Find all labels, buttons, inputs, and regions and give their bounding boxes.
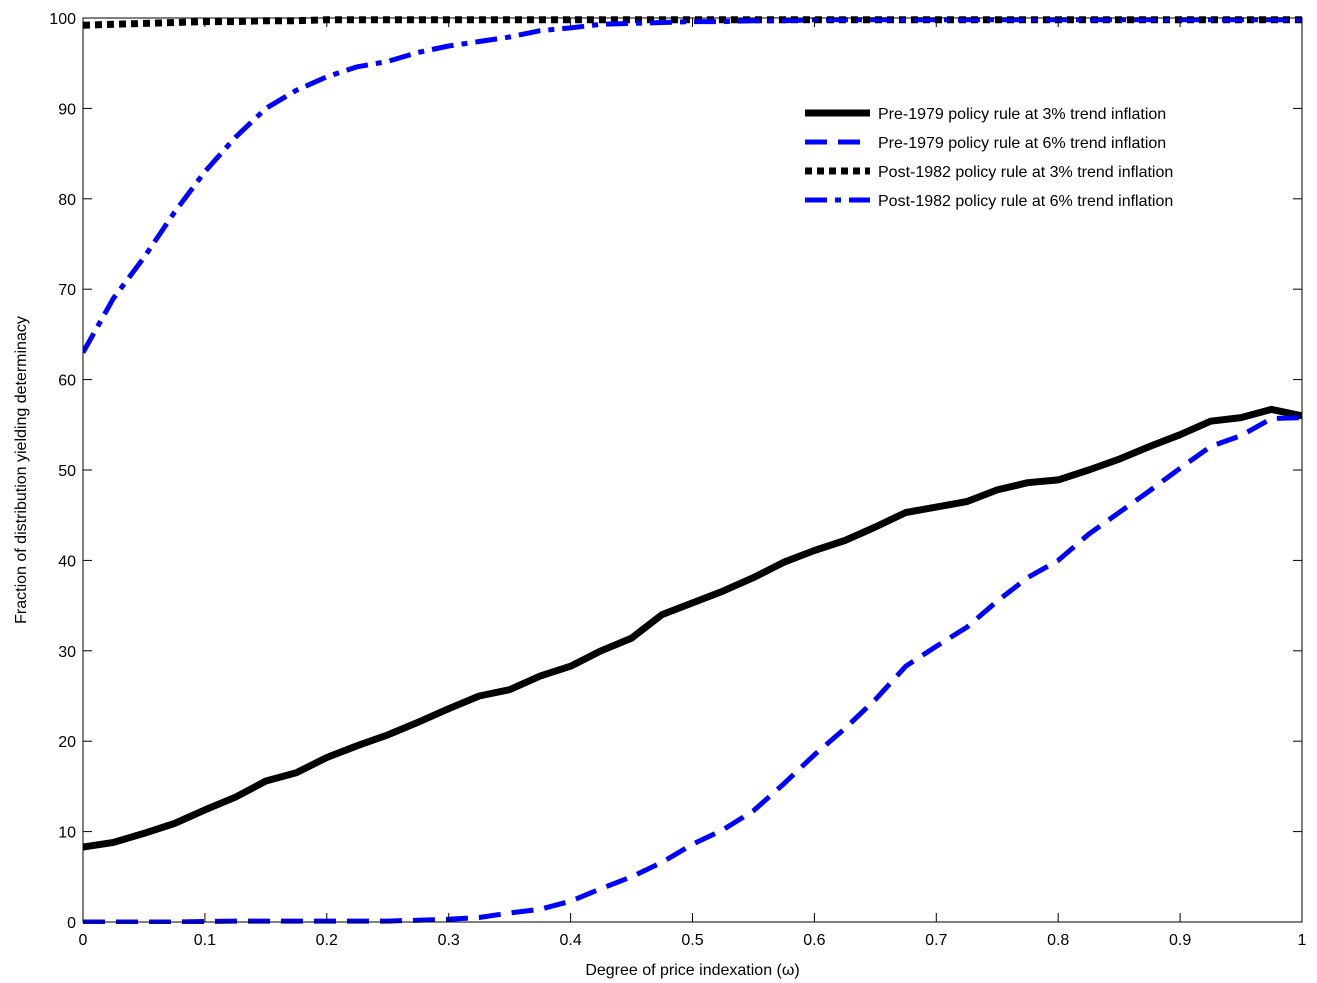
y-axis-label: Fraction of distribution yielding determ… xyxy=(13,316,30,624)
x-tick-label: 0.5 xyxy=(681,932,703,949)
y-tick-label: 20 xyxy=(58,734,76,751)
legend-entry-label: Pre-1979 policy rule at 6% trend inflati… xyxy=(878,135,1166,152)
legend-entry-label: Post-1982 policy rule at 3% trend inflat… xyxy=(878,164,1173,181)
x-axis-label: Degree of price indexation (ω) xyxy=(585,962,799,979)
y-tick-label: 100 xyxy=(49,11,76,28)
x-tick-label: 0.1 xyxy=(194,932,216,949)
series-line-1 xyxy=(83,405,1302,851)
series-line-4 xyxy=(83,17,1302,354)
y-tick-label: 50 xyxy=(58,463,76,480)
x-tick-label: 0 xyxy=(79,932,88,949)
y-tick-label: 90 xyxy=(58,101,76,118)
series-line-2 xyxy=(83,415,1302,924)
y-tick-label: 40 xyxy=(58,553,76,570)
y-tick-label: 70 xyxy=(58,282,76,299)
x-tick-label: 0.6 xyxy=(803,932,825,949)
x-tick-label: 0.7 xyxy=(925,932,947,949)
legend: Pre-1979 policy rule at 3% trend inflati… xyxy=(805,106,1173,210)
axis-layer: 0 0.1 0.2 0.3 0.4 0.5 0.6 0.7 0.8 0.9 101020304050… xyxy=(49,11,1306,949)
x-tick-label: 0.3 xyxy=(438,932,460,949)
x-tick-label: 1 xyxy=(1298,932,1307,949)
y-tick-label: 30 xyxy=(58,644,76,661)
x-tick-label: 0.8 xyxy=(1047,932,1069,949)
y-tick-label: 10 xyxy=(58,825,76,842)
x-tick-label: 0.9 xyxy=(1169,932,1191,949)
series-layer xyxy=(83,16,1302,924)
x-tick-label: 0.2 xyxy=(316,932,338,949)
x-tick-label: 0.4 xyxy=(559,932,581,949)
legend-entry-label: Pre-1979 policy rule at 3% trend inflati… xyxy=(878,106,1166,123)
y-tick-label: 0 xyxy=(67,915,76,932)
y-tick-label: 80 xyxy=(58,192,76,209)
y-tick-label: 60 xyxy=(58,373,76,390)
legend-entry-label: Post-1982 policy rule at 6% trend inflat… xyxy=(878,193,1173,210)
